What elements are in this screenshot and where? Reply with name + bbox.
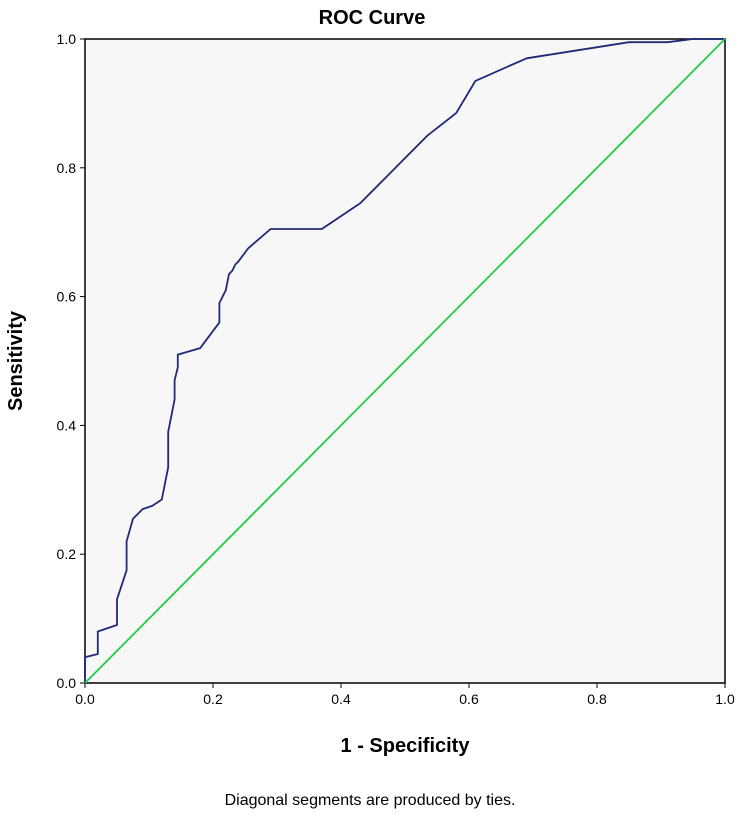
x-tick-label: 1.0 <box>715 691 735 707</box>
reference-diagonal-line <box>84 38 726 684</box>
y-tick-label: 0.6 <box>57 289 77 305</box>
x-tick-label: 0.6 <box>459 691 479 707</box>
chart-title: ROC Curve <box>319 7 426 29</box>
y-tick-label: 0.2 <box>57 546 77 562</box>
x-axis-title: 1 - Specificity <box>341 735 471 757</box>
y-tick-label: 0.0 <box>57 675 77 691</box>
y-tick-label: 0.4 <box>57 417 77 433</box>
plot-lines <box>84 38 726 684</box>
x-tick-label: 0.4 <box>331 691 351 707</box>
y-tick-label: 0.8 <box>57 160 77 176</box>
x-tick-label: 0.8 <box>587 691 607 707</box>
footnote: Diagonal segments are produced by ties. <box>225 792 516 809</box>
y-axis-title: Sensitivity <box>5 310 27 411</box>
x-tick-label: 0.0 <box>75 691 95 707</box>
y-tick-label: 1.0 <box>57 31 77 47</box>
axis-ticks: 0.0 0.2 0.4 0.6 0.8 1.0 0.0 0.2 0.4 0.6 0.8 1.0 <box>57 31 735 707</box>
roc-curve-line <box>84 38 725 683</box>
x-tick-label: 0.2 <box>203 691 223 707</box>
